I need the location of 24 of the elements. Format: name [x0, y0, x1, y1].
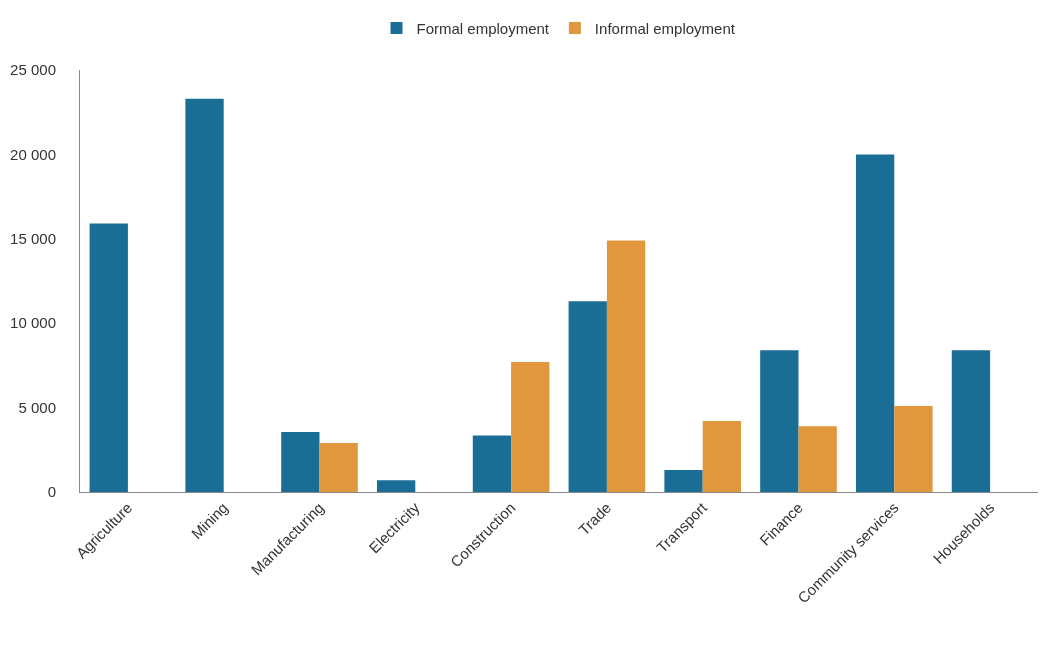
bar — [511, 362, 550, 492]
bar — [606, 240, 646, 492]
bar — [798, 426, 837, 492]
y-tick-label: 5 000 — [18, 398, 56, 416]
bar — [281, 432, 320, 492]
bar — [894, 405, 933, 492]
bar — [855, 154, 895, 492]
bar — [185, 98, 224, 492]
bar — [702, 421, 742, 492]
bar — [472, 435, 512, 492]
y-tick-label: 25 000 — [10, 61, 56, 79]
legend-label: Informal employment — [594, 19, 736, 37]
bar — [664, 470, 703, 492]
legend-label: Formal employment — [416, 19, 550, 37]
y-tick-label: 20 000 — [10, 145, 56, 163]
bar — [568, 301, 607, 492]
y-tick-label: 0 — [47, 483, 56, 501]
bar — [760, 350, 799, 492]
bar — [951, 350, 991, 492]
bar — [319, 443, 358, 492]
bar — [376, 480, 416, 492]
y-tick-label: 10 000 — [10, 314, 56, 332]
y-tick-label: 15 000 — [10, 230, 56, 248]
bar — [89, 223, 128, 492]
